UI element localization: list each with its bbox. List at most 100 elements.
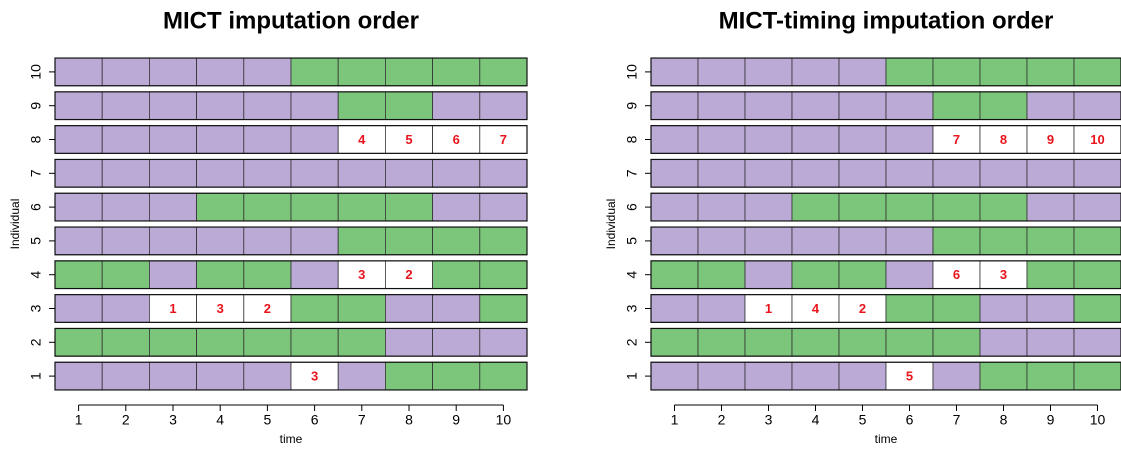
tile [432, 226, 481, 256]
y-tick-label: 9 [28, 102, 44, 110]
tile [979, 91, 1028, 120]
imputation-order: 7 [500, 132, 507, 147]
tile [1073, 159, 1121, 188]
x-tick-label: 2 [718, 412, 726, 428]
tile [885, 91, 934, 120]
tile [337, 159, 386, 188]
tile [791, 57, 840, 87]
y-tick-label: 7 [28, 169, 44, 177]
tile [243, 260, 292, 289]
tile [650, 192, 699, 222]
tile [1026, 260, 1075, 289]
tile [148, 260, 197, 289]
tile [196, 361, 245, 391]
tile [479, 294, 528, 323]
x-tick-label: 3 [765, 412, 773, 428]
x-tick-label: 7 [953, 412, 961, 428]
tile [744, 91, 793, 120]
tile [101, 91, 150, 120]
tile [885, 125, 934, 154]
tile [243, 328, 292, 357]
missing-tile [979, 260, 1028, 289]
missing-tile [384, 125, 433, 154]
panel: MICT-timing imputation order 5 1 4 2 6 3 7 8 9 10 1… [604, 7, 1121, 446]
imputation-order: 3 [358, 267, 365, 282]
tile [54, 57, 103, 87]
tile [791, 328, 840, 357]
tile [791, 361, 840, 391]
tile [432, 294, 481, 323]
y-tick-label: 5 [28, 237, 44, 245]
tile [1073, 57, 1121, 87]
tile [885, 226, 934, 256]
tile [1026, 328, 1075, 357]
x-tick-label: 9 [1047, 412, 1055, 428]
tile [838, 361, 887, 391]
tile [243, 91, 292, 120]
tile [744, 260, 793, 289]
tile [650, 57, 699, 87]
tile [148, 57, 197, 87]
tile [1026, 226, 1075, 256]
y-tick-label: 2 [28, 338, 44, 346]
panel-title: MICT-timing imputation order [719, 7, 1054, 34]
tile [744, 125, 793, 154]
tile [479, 159, 528, 188]
tile [932, 159, 981, 188]
imputation-order: 4 [812, 301, 820, 316]
tile [479, 57, 528, 87]
imputation-order: 1 [765, 301, 772, 316]
tile [697, 294, 746, 323]
tile [791, 260, 840, 289]
x-tick-label: 1 [671, 412, 679, 428]
tile [1073, 192, 1121, 222]
tile [196, 159, 245, 188]
tile [697, 159, 746, 188]
tile [196, 91, 245, 120]
imputation-order: 9 [1047, 132, 1054, 147]
tile [54, 125, 103, 154]
y-axis-label: Individual [604, 199, 618, 250]
tile [479, 361, 528, 391]
tile [196, 226, 245, 256]
tile [54, 159, 103, 188]
tile [479, 226, 528, 256]
tile [885, 328, 934, 357]
tile [650, 91, 699, 120]
x-tick-label: 6 [311, 412, 319, 428]
tile [337, 226, 386, 256]
tile [479, 328, 528, 357]
tile [54, 226, 103, 256]
tile [697, 91, 746, 120]
tile [932, 192, 981, 222]
tile [196, 192, 245, 222]
tile [337, 361, 386, 391]
tile [54, 260, 103, 289]
tile [148, 159, 197, 188]
tile [744, 57, 793, 87]
imputation-order: 5 [405, 132, 412, 147]
tile [1026, 361, 1075, 391]
tile [697, 57, 746, 87]
tile [337, 328, 386, 357]
missing-tile [1073, 125, 1121, 154]
tile [148, 361, 197, 391]
tile [650, 159, 699, 188]
tile [290, 192, 339, 222]
y-tick-label: 2 [624, 338, 640, 346]
tile [384, 57, 433, 87]
imputation-order: 2 [405, 267, 412, 282]
tile [54, 192, 103, 222]
tile [744, 361, 793, 391]
tile [979, 192, 1028, 222]
y-tick-label: 7 [624, 169, 640, 177]
y-tick-label: 4 [624, 271, 640, 279]
imputation-order: 2 [264, 301, 271, 316]
tile [885, 294, 934, 323]
y-tick-label: 1 [28, 372, 44, 380]
tile [744, 159, 793, 188]
tile [979, 361, 1028, 391]
tile [243, 192, 292, 222]
y-axis-label: Individual [8, 199, 22, 250]
